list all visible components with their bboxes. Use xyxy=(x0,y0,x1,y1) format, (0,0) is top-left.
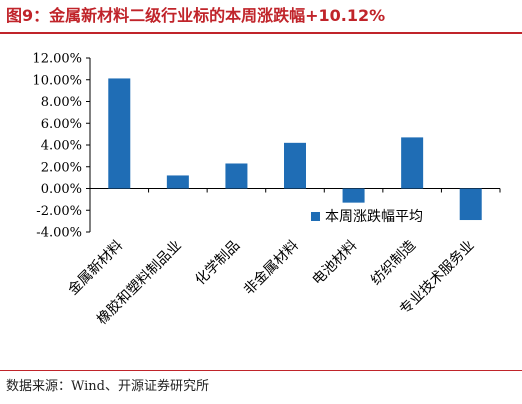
title-rule xyxy=(0,32,522,34)
x-category-label: 纺织制造 xyxy=(368,238,419,289)
y-tick-label: 12.00% xyxy=(32,52,82,67)
y-tick-label: 2.00% xyxy=(41,160,82,175)
legend-swatch xyxy=(311,212,320,221)
y-tick-labels: -4.00% -2.00% 0.00% 2.00% 4.00% 6.00% 8.00% 10.… xyxy=(32,52,82,241)
y-tick-label: 4.00% xyxy=(41,139,82,154)
bar-chart: -4.00% -2.00% 0.00% 2.00% 4.00% 6.00% 8.00% 10.… xyxy=(32,52,501,328)
y-tick-label: 10.00% xyxy=(32,73,82,88)
bar xyxy=(459,188,482,221)
x-category-label: 非金属材料 xyxy=(241,238,302,299)
legend-label: 本周涨跌幅平均 xyxy=(325,209,423,225)
bar xyxy=(166,175,189,189)
bar xyxy=(401,137,424,189)
bar xyxy=(108,78,131,189)
y-tick-label: 8.00% xyxy=(41,95,82,110)
legend: 本周涨跌幅平均 xyxy=(311,209,423,225)
bar xyxy=(342,188,365,203)
x-category-label: 化学制品 xyxy=(192,238,243,289)
bar xyxy=(225,163,248,189)
y-tick-label: 6.00% xyxy=(41,117,82,132)
y-tick-label: -4.00% xyxy=(36,226,82,241)
bars xyxy=(108,78,482,221)
source-note: 数据来源：Wind、开源证券研究所 xyxy=(6,379,209,394)
x-category-label: 金属新材料 xyxy=(65,238,126,299)
y-tick-label: 0.00% xyxy=(41,182,82,197)
source-rule xyxy=(0,370,522,371)
chart-title: 图9：金属新材料二级行业标的本周涨跌幅+10.12% xyxy=(6,6,386,25)
x-category-label: 电池材料 xyxy=(309,238,360,289)
bar xyxy=(284,142,306,189)
y-tick-label: -2.00% xyxy=(36,204,82,219)
